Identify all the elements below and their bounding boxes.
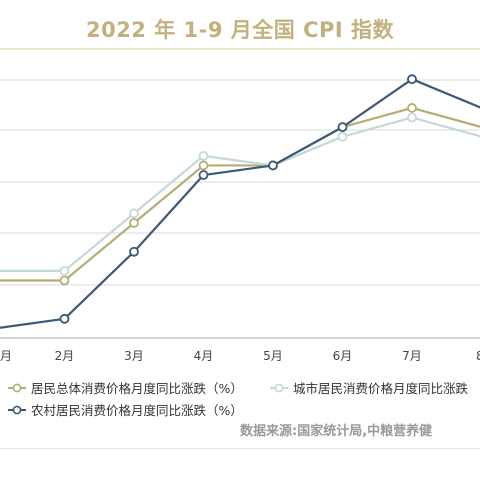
series-point-2 [268,160,278,171]
series-line-0 [0,106,480,282]
data-source-note: 数据来源:国家统计局,中粮营养健 [240,424,433,439]
series-point-0 [198,160,209,171]
series-point-1 [59,265,70,276]
legend-marker-icon [8,383,26,392]
x-tick-label: 4月 [194,349,214,363]
x-tick-label: 月 [0,349,12,363]
series-point-2 [407,74,417,85]
series-point-1 [198,150,209,161]
legend-marker-icon [270,383,288,392]
x-tick-label: 5月 [263,349,283,363]
series-point-0 [129,218,139,228]
legend-label: 居民总体消费价格月度同比涨跌（%） [31,381,243,396]
legend-marker-icon [8,405,26,414]
x-tick-label: 3月 [124,349,144,363]
x-tick-label: 2月 [55,349,75,363]
series-line-1 [0,116,480,272]
series-point-2 [59,313,70,324]
series-point-2 [337,122,348,133]
legend-item-rural[interactable]: 农村居民消费价格月度同比涨跌（%） [8,400,243,419]
series-point-2 [129,246,139,257]
series-point-2 [198,170,209,180]
series-point-0 [59,275,70,286]
chart-title: 2022 年 1-9 月全国 CPI 指数 [85,18,395,42]
series-point-0 [407,103,417,113]
legend-item-urban[interactable]: 城市居民消费价格月度同比涨跌 [270,378,468,397]
legend-label: 城市居民消费价格月度同比涨跌 [293,381,469,396]
x-tick-label: 8 [476,349,480,363]
legend-item-overall[interactable]: 居民总体消费价格月度同比涨跌（%） [8,378,243,397]
series-point-1 [129,208,139,219]
title-divider [0,48,480,50]
series-point-1 [407,112,417,123]
x-tick-label: 7月 [402,349,422,363]
footer-divider [0,448,480,449]
legend-label: 农村居民消费价格月度同比涨跌（%） [31,403,243,418]
series-point-1 [337,131,348,142]
x-tick-label: 6月 [333,349,353,363]
